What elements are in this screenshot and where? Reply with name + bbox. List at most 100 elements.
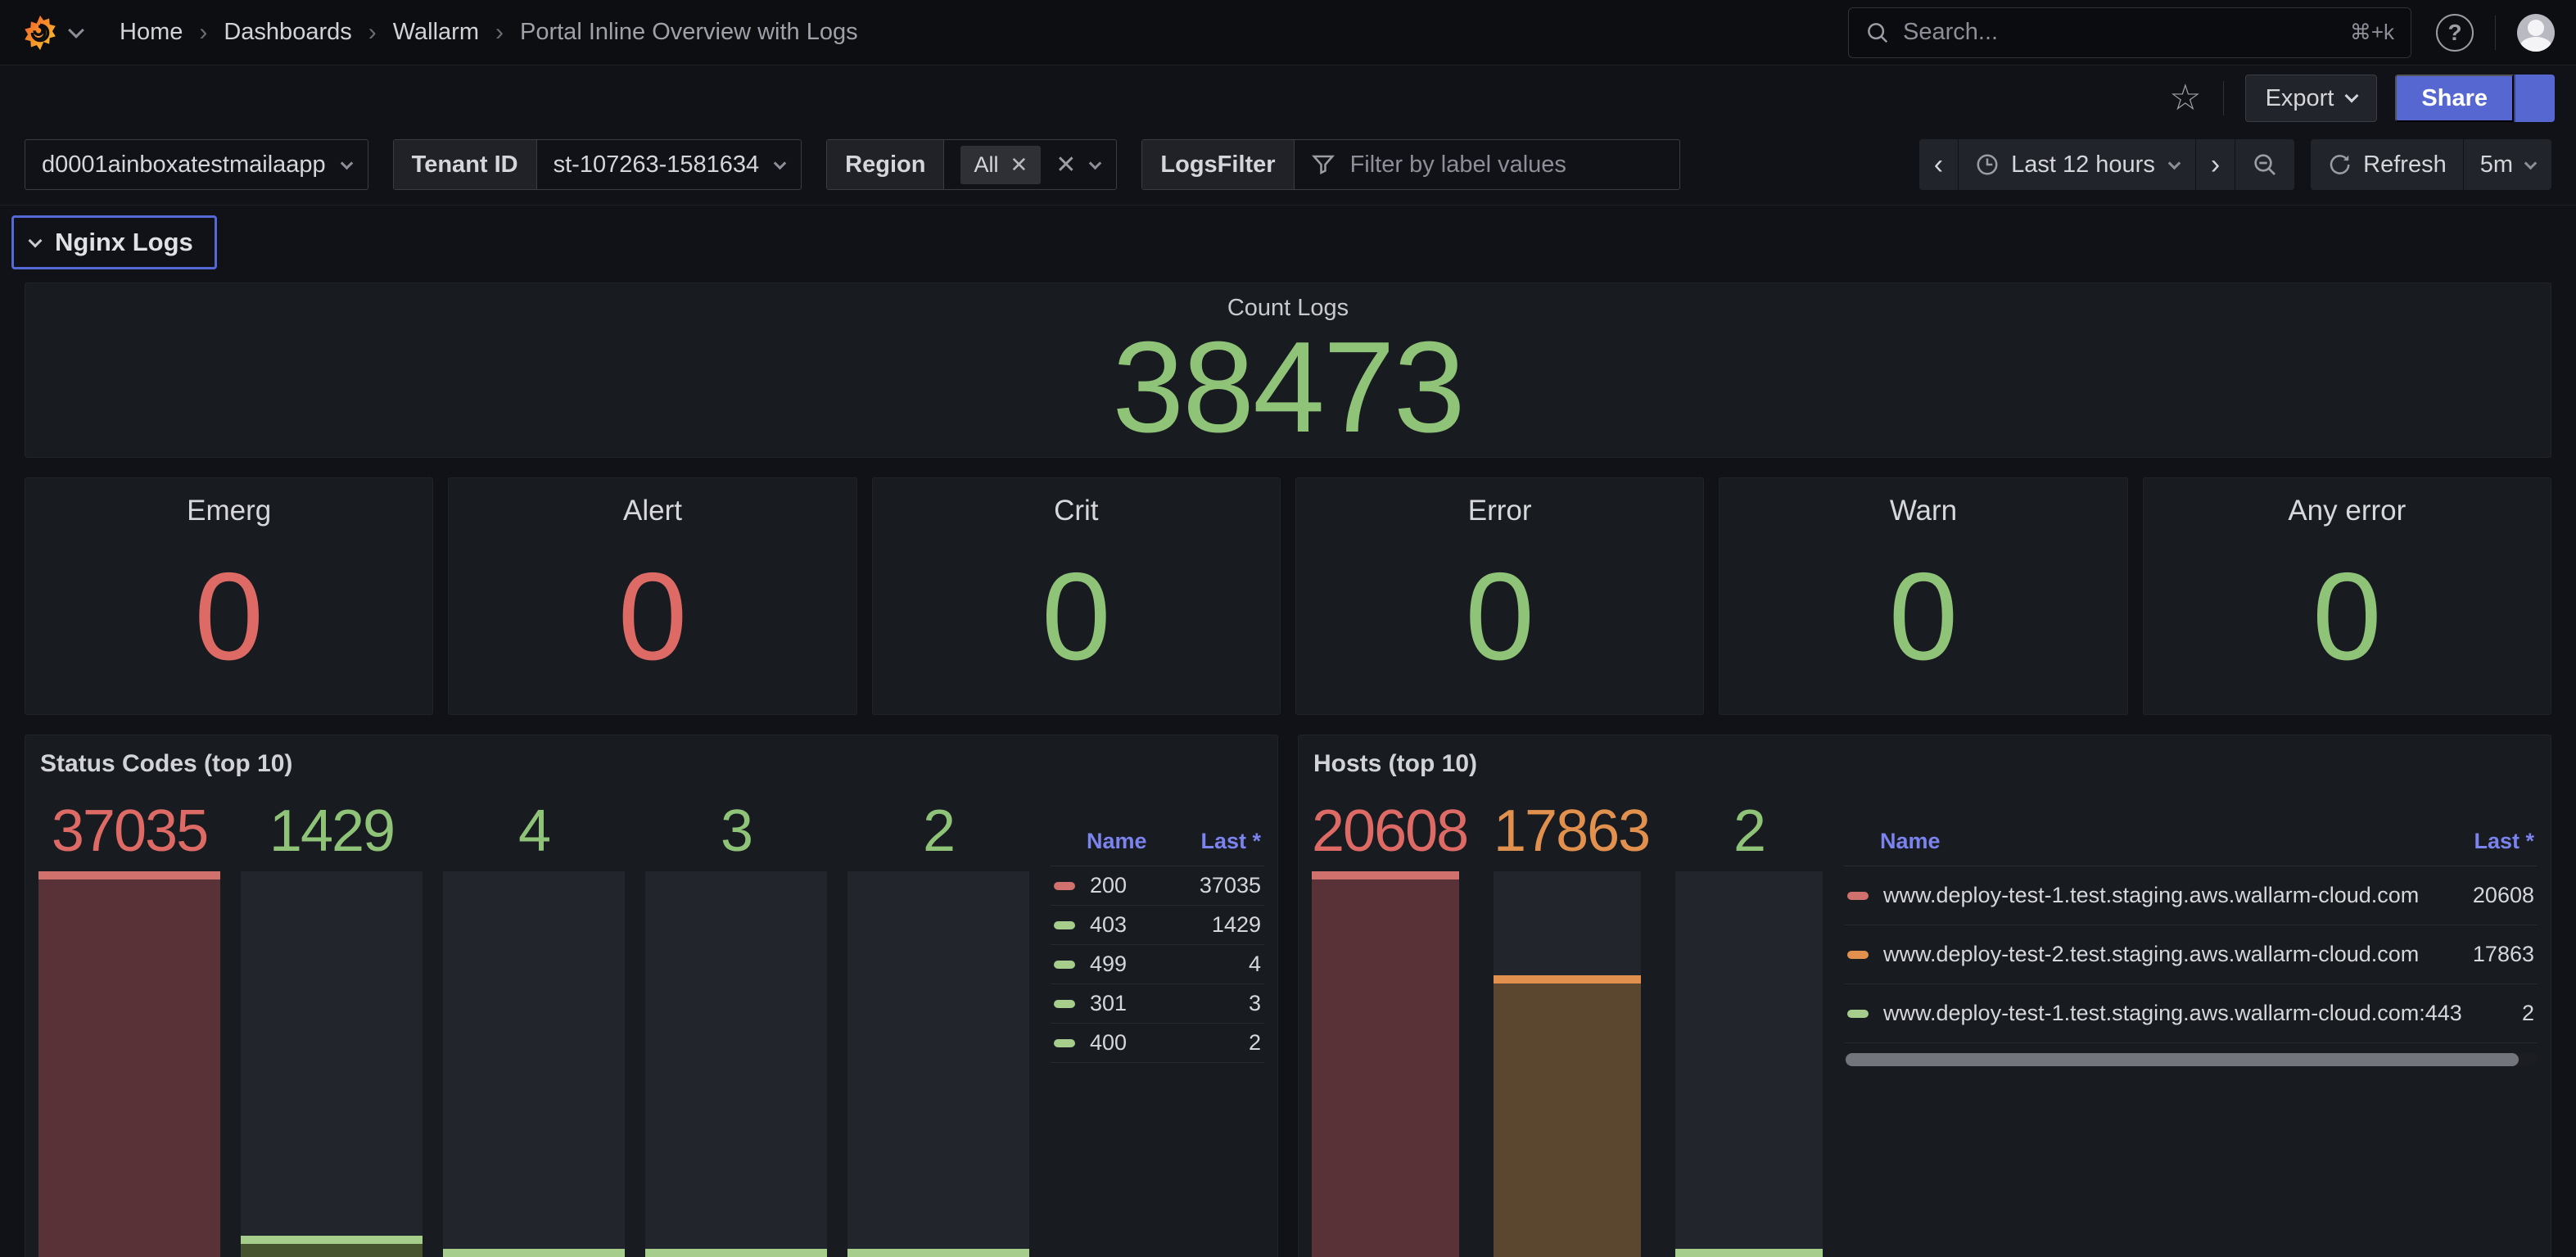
legend-series-name[interactable]: www.deploy-test-1.test.staging.aws.walla… — [1883, 883, 2419, 908]
legend-name-header[interactable]: Name — [1880, 829, 1941, 854]
chart-legend: NameLast *200370354031429499430134002 — [1051, 796, 1264, 1257]
share-button[interactable]: Share — [2395, 75, 2514, 122]
app-variable-select[interactable]: d0001ainboxatestmailaapp — [25, 139, 368, 190]
refresh-button[interactable]: Refresh — [2311, 139, 2464, 190]
breadcrumb-item[interactable]: Dashboards — [224, 19, 351, 46]
chevron-down-icon — [2168, 156, 2181, 170]
legend-series-dash[interactable] — [1847, 1010, 1869, 1018]
legend-series-dash[interactable] — [1054, 921, 1075, 929]
bar-group: 2 — [1675, 796, 1823, 1257]
time-range-picker[interactable]: Last 12 hours — [1959, 139, 2196, 190]
region-label: Region — [827, 140, 944, 189]
legend-row: 400 2 — [1051, 1024, 1264, 1063]
chevron-down-icon — [2345, 89, 2359, 103]
scrollbar-thumb[interactable] — [1846, 1053, 2519, 1066]
region-chip-value: All — [974, 152, 998, 178]
bar[interactable] — [1675, 871, 1823, 1257]
count-logs-panel: Count Logs 38473 — [25, 283, 2551, 458]
legend-series-dash[interactable] — [1847, 892, 1869, 900]
legend-last-header[interactable]: Last * — [1200, 829, 1261, 854]
remove-chip-icon[interactable]: ✕ — [1010, 152, 1028, 178]
bar-value-label: 2 — [1675, 796, 1823, 866]
panel-title[interactable]: Status Codes (top 10) — [40, 750, 1264, 778]
bar[interactable] — [1494, 871, 1641, 1257]
bar-fill — [847, 1249, 1029, 1257]
zoom-out-button[interactable] — [2235, 139, 2294, 190]
horizontal-scrollbar[interactable] — [1844, 1053, 2538, 1066]
legend-row: www.deploy-test-1.test.staging.aws.walla… — [1844, 984, 2538, 1043]
legend-series-name[interactable]: 200 — [1090, 873, 1127, 898]
zoom-out-icon — [2252, 151, 2278, 178]
breadcrumb-separator: › — [199, 19, 207, 47]
tenant-label: Tenant ID — [394, 140, 537, 189]
bar-group: 37035 — [38, 796, 220, 1257]
share-label: Share — [2421, 85, 2488, 112]
legend-series-value: 1429 — [1212, 912, 1261, 938]
region-variable-select[interactable]: Region All ✕ ✕ — [826, 139, 1117, 190]
app-variable-value: d0001ainboxatestmailaapp — [42, 151, 326, 179]
legend-series-value: 17863 — [2473, 942, 2534, 967]
time-back-button[interactable]: ‹ — [1919, 139, 1959, 190]
legend-series-name[interactable]: 301 — [1090, 991, 1127, 1016]
clear-icon[interactable]: ✕ — [1055, 151, 1076, 179]
tenant-variable-select[interactable]: Tenant ID st-107263-1581634 — [393, 139, 802, 190]
bar[interactable] — [1312, 871, 1459, 1257]
bar-value-label: 17863 — [1494, 796, 1641, 866]
stat-value: 0 — [1465, 519, 1534, 714]
row-nginx-logs[interactable]: Nginx Logs — [11, 215, 217, 269]
share-menu-button[interactable] — [2514, 75, 2555, 122]
bar-value-label: 2 — [847, 796, 1029, 866]
bar-cap — [847, 1249, 1029, 1257]
legend-series-dash[interactable] — [1054, 1039, 1075, 1047]
bar-cap — [443, 1249, 625, 1257]
legend-series-value: 2 — [2522, 1001, 2534, 1026]
stat-panel: Any error0 — [2143, 477, 2551, 715]
refresh-interval-select[interactable]: 5m — [2464, 139, 2551, 190]
legend-series-name[interactable]: www.deploy-test-2.test.staging.aws.walla… — [1883, 942, 2419, 967]
bar[interactable] — [443, 871, 625, 1257]
breadcrumb-item[interactable]: Home — [120, 19, 183, 46]
breadcrumb-item: Portal Inline Overview with Logs — [520, 19, 858, 46]
legend-series-value: 2 — [1249, 1030, 1261, 1056]
hosts-panel: Hosts (top 10) 20608178632 NameLast *www… — [1298, 735, 2551, 1257]
help-icon[interactable]: ? — [2436, 14, 2474, 52]
legend-series-name[interactable]: 403 — [1090, 912, 1127, 938]
stat-value: 0 — [1042, 519, 1111, 714]
bar[interactable] — [38, 871, 220, 1257]
legend-series-dash[interactable] — [1054, 1000, 1075, 1008]
logs-filter-input[interactable]: Filter by label values — [1295, 140, 1679, 189]
legend-name-header[interactable]: Name — [1087, 829, 1147, 854]
legend-series-dash[interactable] — [1054, 882, 1075, 890]
search-shortcut: ⌘+k — [2350, 20, 2394, 45]
bar[interactable] — [241, 871, 423, 1257]
stat-value: 0 — [194, 519, 264, 714]
legend-series-name[interactable]: 499 — [1090, 952, 1127, 977]
legend-series-dash[interactable] — [1847, 951, 1869, 959]
search-input[interactable]: Search... ⌘+k — [1848, 7, 2411, 58]
time-forward-button[interactable]: › — [2196, 139, 2235, 190]
bar-cap — [1675, 1249, 1823, 1257]
legend-series-dash[interactable] — [1054, 961, 1075, 969]
bar-cap — [241, 1236, 423, 1244]
legend-last-header[interactable]: Last * — [2474, 829, 2534, 854]
legend-series-value: 37035 — [1200, 873, 1261, 898]
tenant-value: st-107263-1581634 — [554, 151, 760, 179]
bar[interactable] — [645, 871, 827, 1257]
user-avatar[interactable] — [2517, 14, 2555, 52]
legend-header: Name Last * — [1844, 829, 2538, 866]
panel-title[interactable]: Hosts (top 10) — [1313, 750, 2538, 778]
grafana-logo-icon[interactable] — [21, 14, 59, 52]
region-chip[interactable]: All ✕ — [960, 146, 1041, 184]
export-button[interactable]: Export — [2245, 75, 2378, 122]
chevron-down-icon[interactable] — [68, 22, 84, 38]
star-icon[interactable]: ☆ — [2169, 80, 2201, 116]
breadcrumb-item[interactable]: Wallarm — [393, 19, 479, 46]
bar-cap — [1312, 871, 1459, 879]
bar[interactable] — [847, 871, 1029, 1257]
legend-series-value: 3 — [1249, 991, 1261, 1016]
legend-series-name[interactable]: 400 — [1090, 1030, 1127, 1056]
legend-series-name[interactable]: www.deploy-test-1.test.staging.aws.walla… — [1883, 1001, 2462, 1026]
refresh-icon — [2327, 152, 2352, 177]
legend-row: www.deploy-test-2.test.staging.aws.walla… — [1844, 925, 2538, 984]
bar-fill — [38, 871, 220, 1257]
